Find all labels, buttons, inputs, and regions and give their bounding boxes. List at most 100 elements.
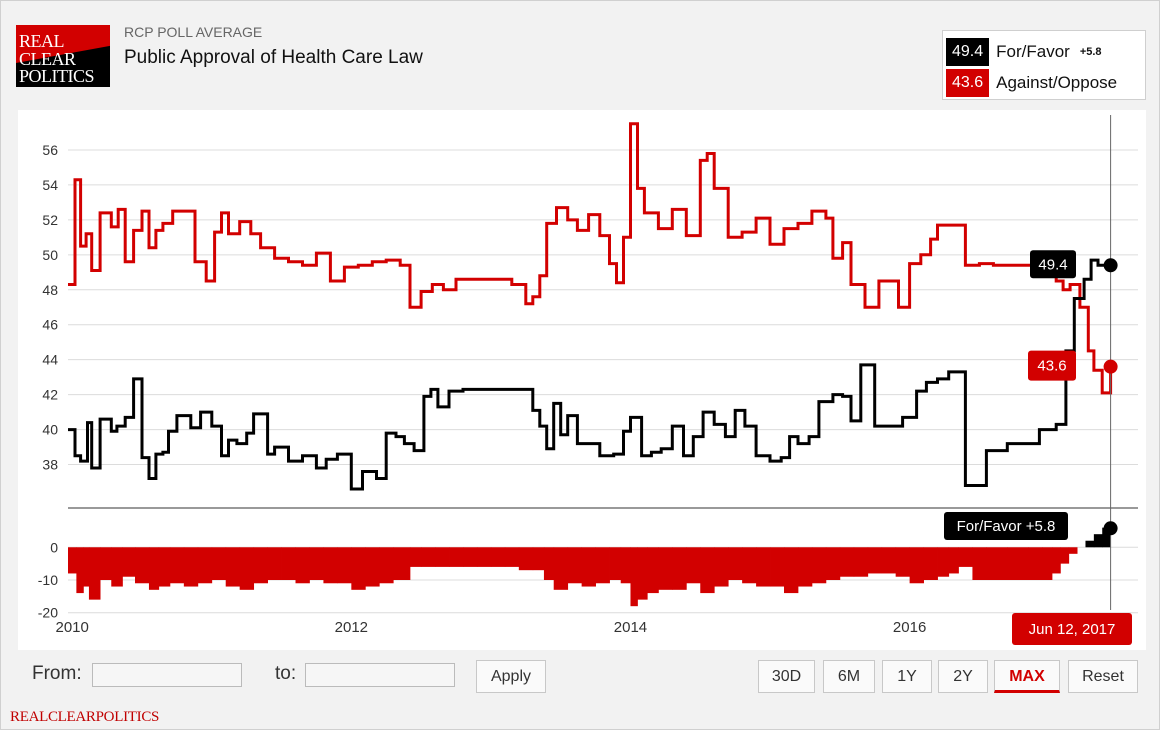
spread-bar [532, 547, 545, 571]
series-line-for-favor [68, 258, 1111, 491]
spread-bar [122, 547, 136, 577]
spread-bar [948, 547, 959, 574]
chart-title: Public Approval of Health Care Law [124, 47, 423, 68]
spread-bar [476, 547, 492, 567]
spread-bar [1068, 547, 1078, 554]
rcp-logo: REAL CLEAR POLITICS [16, 25, 110, 87]
x-tick-label: 2014 [614, 619, 647, 636]
spread-bar [211, 547, 227, 580]
range-30d-button[interactable]: 30D [758, 660, 815, 693]
spread-bar [309, 547, 324, 580]
range-6m-button[interactable]: 6M [823, 660, 875, 693]
spread-bar [839, 547, 855, 577]
oppose-callout-box [1028, 350, 1076, 381]
main-y-tick-label: 46 [42, 317, 58, 333]
legend-oppose-value: 43.6 [946, 69, 990, 97]
x-tick-label: 2016 [893, 619, 926, 636]
range-1y-button[interactable]: 1Y [882, 660, 932, 693]
spread-bar [323, 547, 338, 584]
chart-area[interactable]: 56 54 52 50 48 46 44 42 40 38 0 -10 -20 2010 2012 2014 2… [18, 110, 1146, 650]
spread-bar [1093, 534, 1103, 548]
from-label: From: [32, 663, 82, 684]
footer-wordmark: REALCLEARPOLITICS [10, 709, 160, 725]
spread-bar [986, 547, 1008, 580]
spread-y-tick-label: -10 [38, 572, 58, 588]
spread-bar [909, 547, 924, 584]
spread-bar [784, 547, 799, 594]
logo-line-2: CLEAR [19, 49, 76, 69]
reset-button[interactable]: Reset [1068, 660, 1138, 693]
spread-bar [1051, 547, 1061, 574]
chart-kicker: RCP POLL AVERAGE [124, 24, 263, 40]
spread-bar [728, 547, 743, 580]
legend-favor-name: For/Favor [996, 42, 1070, 61]
spread-bar [853, 547, 869, 577]
oppose-callout: 43.6 [1037, 358, 1066, 375]
spread-bar [169, 547, 185, 584]
spread-bar [111, 547, 123, 587]
spread-y-tick-label: -20 [38, 605, 58, 621]
range-2y-button[interactable]: 2Y [938, 660, 988, 693]
spread-bar [490, 547, 506, 567]
legend: 49.4 For/Favor +5.8 43.6 Against/Oppose [942, 30, 1146, 100]
spread-bar [686, 547, 701, 584]
spread-bar [1102, 527, 1112, 548]
spread-bar [518, 547, 534, 571]
spread-bar [797, 547, 813, 587]
x-tick-label: 2012 [335, 619, 368, 636]
spread-bar [595, 547, 610, 584]
oppose-callout-group: 43.6 [1028, 350, 1076, 381]
spread-bar [867, 547, 883, 574]
spread-bar [337, 547, 352, 584]
spread-bar [68, 547, 77, 574]
main-y-tick-label: 44 [42, 352, 58, 368]
spread-bar [630, 547, 638, 607]
favor-callout: 49.4 [1038, 256, 1067, 273]
spread-bar [1028, 547, 1043, 580]
spread-bar [83, 547, 90, 587]
spread-bar [393, 547, 411, 580]
favor-end-marker [1103, 258, 1118, 273]
date-callout: Jun 12, 2017 [1029, 621, 1116, 638]
main-y-tick-label: 56 [42, 142, 58, 158]
spread-bar [972, 547, 987, 580]
spread-bar [620, 547, 631, 584]
favor-callout-box [1030, 250, 1076, 279]
spread-bar [504, 547, 520, 567]
from-date-input[interactable] [92, 663, 242, 687]
spread-bar [449, 547, 464, 567]
spread-bar [581, 547, 596, 587]
spread-callout-group: For/Favor +5.8 [944, 512, 1068, 540]
main-y-tick-label: 54 [42, 177, 58, 193]
spread-bar [923, 547, 938, 580]
spread-bar [267, 547, 282, 580]
spread-bar [197, 547, 213, 584]
spread-bar [637, 547, 648, 600]
apply-button[interactable]: Apply [476, 660, 546, 693]
legend-oppose-name: Against/Oppose [996, 73, 1118, 92]
main-y-tick-label: 48 [42, 282, 58, 298]
to-date-input[interactable] [305, 663, 455, 687]
spread-callout-box [944, 512, 1068, 540]
spread-bar [183, 547, 199, 587]
spread-bar [543, 547, 555, 580]
legend-item-favor: 49.4 For/Favor +5.8 [946, 38, 1102, 66]
spread-bar [825, 547, 841, 580]
spread-bar [647, 547, 659, 594]
range-max-button[interactable]: MAX [994, 660, 1060, 693]
spread-bar [1042, 547, 1053, 580]
spread-bar [1007, 547, 1029, 580]
main-y-tick-label: 52 [42, 212, 58, 228]
spread-bar [295, 547, 310, 584]
spread-bar [76, 547, 84, 594]
main-y-tick-label: 38 [42, 457, 58, 473]
legend-favor-value: 49.4 [946, 38, 990, 66]
spread-bar [770, 547, 785, 587]
spread-bar [609, 547, 622, 580]
oppose-end-marker [1103, 359, 1118, 374]
spread-end-marker [1103, 521, 1118, 536]
spread-bar [421, 547, 436, 567]
spread-bar [1085, 540, 1095, 548]
spread-bar [281, 547, 296, 580]
